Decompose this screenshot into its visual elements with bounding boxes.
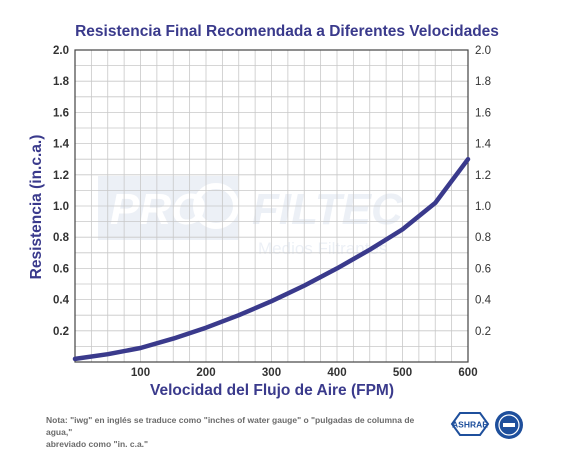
x-tick-label: 500 — [393, 367, 412, 379]
y-tick-label-right: 1.2 — [475, 170, 491, 182]
y-tick-label-left: 1.0 — [53, 201, 69, 213]
x-tick-label: 400 — [327, 367, 346, 379]
plot-frame — [74, 49, 469, 363]
y-tick-label-left: 0.8 — [53, 232, 70, 244]
y-tick-label-right: 1.0 — [475, 201, 491, 213]
axes — [74, 49, 469, 363]
seal-logo — [495, 411, 523, 439]
y-tick-label-right: 0.6 — [475, 263, 491, 275]
y-tick-label-left: 0.6 — [53, 263, 69, 275]
ashrae-logo: ASHRAE — [450, 412, 490, 436]
watermark-brand-right: FILTEC — [252, 185, 404, 234]
tick-labels: 0.2 0.2 0.4 0.4 0.6 0.6 0.8 0.8 1.0 1.0 1.2 1.2 1.4 1… — [53, 45, 492, 379]
brand-watermark: PRO FILTEC Medios Filtrantes — [98, 176, 404, 258]
y-tick-label-left: 2.0 — [53, 45, 69, 57]
x-tick-label: 200 — [196, 367, 215, 379]
footnote-line-1: Nota: "iwg" en inglés se traduce como "i… — [46, 415, 415, 437]
y-tick-label-left: 1.6 — [53, 107, 69, 119]
y-tick-label-right: 0.4 — [475, 295, 492, 307]
y-axis-label: Resistencia (in.c.a.) — [28, 135, 45, 280]
chart-title: Resistencia Final Recomendada a Diferent… — [75, 23, 499, 40]
resistance-chart: Resistencia Final Recomendada a Diferent… — [28, 23, 499, 399]
footnote: Nota: "iwg" en inglés se traduce como "i… — [46, 414, 426, 450]
y-tick-label-right: 1.4 — [475, 139, 492, 151]
x-tick-label: 100 — [131, 367, 150, 379]
resistance-curve — [72, 156, 471, 362]
y-tick-label-right: 1.6 — [475, 107, 491, 119]
y-tick-label-right: 0.8 — [475, 232, 491, 244]
footnote-line-2: abreviado como "in. c.a." — [46, 439, 149, 449]
grid — [75, 50, 468, 362]
y-tick-label-right: 1.8 — [475, 76, 491, 88]
ashrae-logo-text: ASHRAE — [452, 420, 488, 430]
y-tick-label-right: 2.0 — [475, 45, 491, 57]
watermark-tagline: Medios Filtrantes — [258, 239, 387, 258]
y-tick-label-left: 0.4 — [53, 295, 70, 307]
y-tick-label-left: 1.8 — [53, 76, 70, 88]
x-axis-label: Velocidad del Flujo de Aire (FPM) — [150, 382, 394, 399]
x-tick-label: 600 — [458, 367, 477, 379]
x-tick-label: 300 — [262, 367, 281, 379]
y-tick-label-left: 1.4 — [53, 139, 70, 151]
y-tick-label-left: 1.2 — [53, 170, 69, 182]
y-tick-label-right: 0.2 — [475, 326, 491, 338]
y-tick-label-left: 0.2 — [53, 326, 69, 338]
series — [72, 156, 471, 362]
